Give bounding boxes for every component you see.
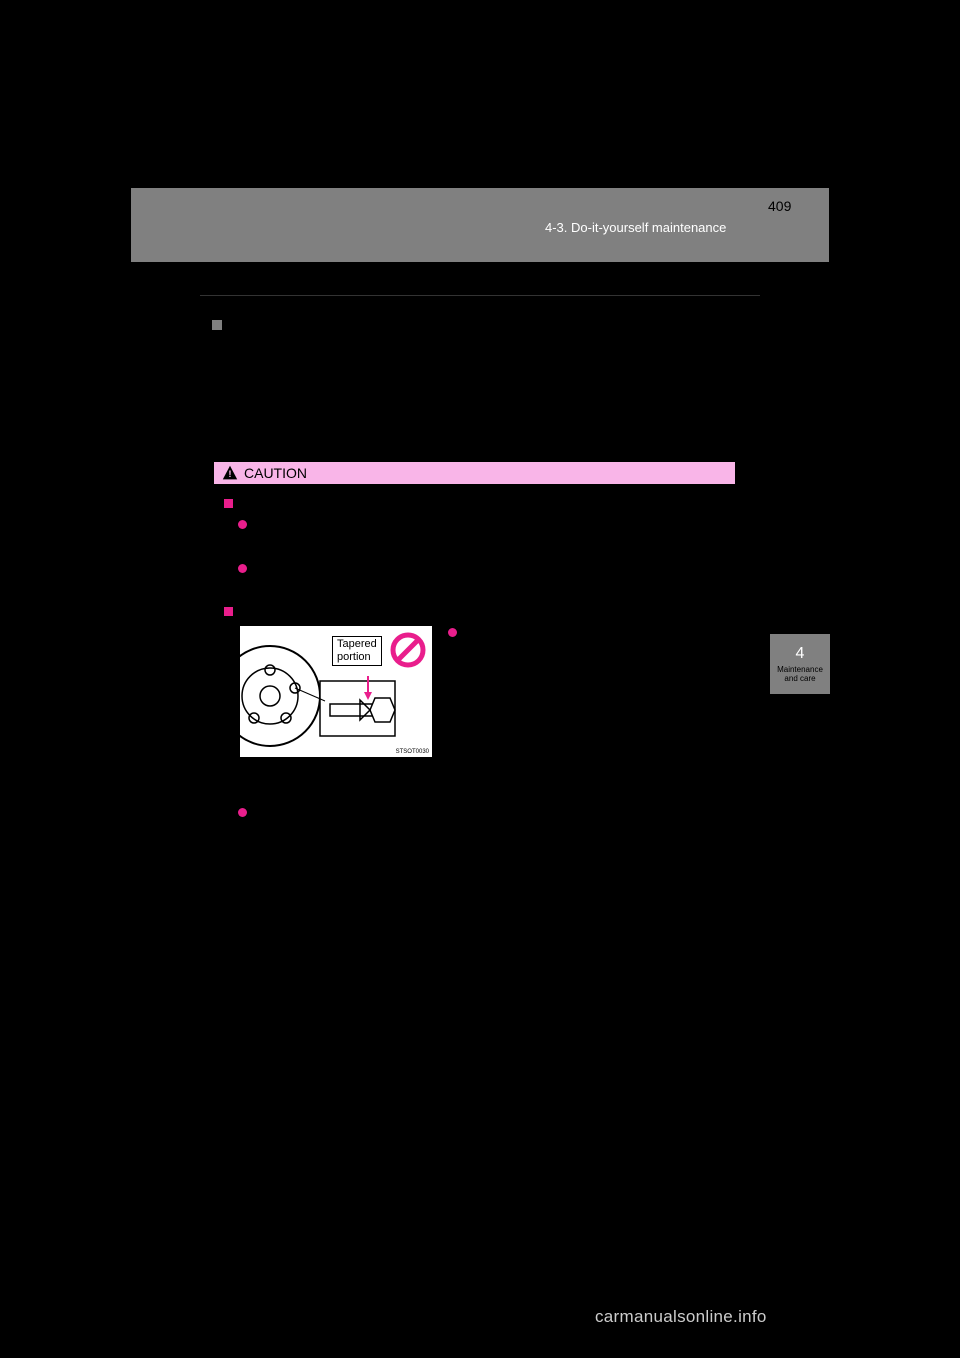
subtitle-text: When replacing wheels <box>242 496 366 510</box>
bullet-text: Be sure to install the wheel nuts with t… <box>255 804 725 876</box>
bullet-icon <box>238 564 247 573</box>
bullet-text: Do not use wheels that are a different s… <box>255 516 725 552</box>
section-marker <box>212 320 222 330</box>
bullet-icon <box>238 520 247 529</box>
page-id: CAMRY_U (OM33A66U) <box>131 1224 241 1235</box>
tab-number: 4 <box>796 645 805 663</box>
warning-icon: ! <box>222 465 238 481</box>
subtitle-text: When installing the wheel nuts <box>242 604 404 618</box>
bullet-icon <box>448 628 457 637</box>
diagram-row: Tapered portion STSOT0030 Never use oil … <box>238 624 725 794</box>
page-number: 409 <box>768 198 791 214</box>
chapter-tab: 4 Maintenance and care <box>770 634 830 694</box>
bullet-item: Do not use wheels that are a different s… <box>238 516 725 552</box>
bullet-text: Never use oil or grease on the wheel bol… <box>465 624 725 786</box>
square-marker-icon <box>224 499 233 508</box>
header-section-label: 4-3. Do-it-yourself maintenance <box>545 220 726 235</box>
square-marker-icon <box>224 607 233 616</box>
diagram-code: STSOT0030 <box>396 749 429 755</box>
section-title: When replacing wheels <box>230 317 364 332</box>
watermark: carmanualsonline.info <box>595 1307 767 1327</box>
bullet-item: Be sure to install the wheel nuts with t… <box>238 804 725 876</box>
bullet-item: Never use an inner tube in a leaking whe… <box>238 560 725 596</box>
arrow-down-icon <box>362 676 374 700</box>
diagram-text-column: Never use oil or grease on the wheel bol… <box>448 624 725 794</box>
bullet-item: Never use oil or grease on the wheel bol… <box>448 624 725 786</box>
caution-subtitle-2: When installing the wheel nuts <box>224 604 725 618</box>
bullet-text: Never use an inner tube in a leaking whe… <box>255 560 725 596</box>
section-body: The wheels of your vehicle are equipped … <box>230 340 760 417</box>
prohibit-icon <box>390 632 426 668</box>
caution-label: CAUTION <box>244 465 307 481</box>
caution-header: ! CAUTION <box>214 462 735 484</box>
svg-text:!: ! <box>228 469 231 480</box>
bullet-icon <box>238 808 247 817</box>
caution-box: ! CAUTION When replacing wheels Do not u… <box>212 460 737 894</box>
wheel-nut-diagram: Tapered portion STSOT0030 <box>238 624 434 759</box>
tapered-portion-label: Tapered portion <box>332 636 382 666</box>
tab-label: Maintenance and care <box>770 665 830 683</box>
horizontal-rule <box>200 295 760 298</box>
caution-body: When replacing wheels Do not use wheels … <box>214 484 735 892</box>
caution-subtitle-1: When replacing wheels <box>224 496 725 510</box>
